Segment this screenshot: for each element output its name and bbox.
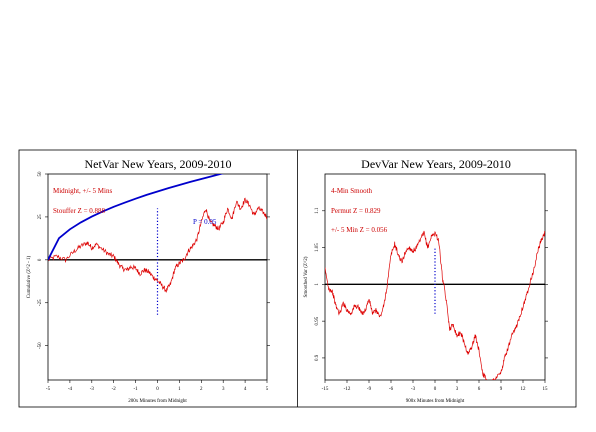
netvar-y-tick-label: 50 [38, 171, 43, 177]
netvar-annotation: P = 0.05 [193, 218, 217, 226]
netvar-data-layer [48, 174, 267, 315]
devvar-x-tick-label: 3 [456, 387, 459, 392]
netvar-x-tick-label: 1 [178, 387, 181, 392]
devvar-x-tick-label: -12 [344, 387, 351, 392]
netvar-title: NetVar New Years, 2009-2010 [85, 157, 232, 171]
netvar-annotation: Stouffer Z = 0.888 [53, 207, 106, 215]
devvar-annotation: +/- 5 Min Z = 0.056 [331, 226, 388, 234]
devvar-y-axis-label: Smoothed Var (Z^2) [304, 256, 309, 297]
netvar-x-tick-label: 5 [266, 387, 269, 392]
netvar-annotation: Midnight, +/- 5 Mins [53, 187, 112, 195]
devvar-x-tick-label: -6 [389, 387, 394, 392]
devvar-x-tick-label: 12 [521, 387, 527, 392]
devvar-x-tick-label: -3 [411, 387, 416, 392]
devvar-x-tick-label: 15 [543, 387, 549, 392]
netvar-x-tick-label: -3 [90, 387, 95, 392]
netvar-x-tick-label: -5 [46, 387, 51, 392]
netvar-y-tick-label: 25 [38, 214, 43, 220]
netvar-y-axis-label: Cumulative (Z^2 - 1) [27, 255, 32, 298]
netvar-series-envelope [48, 174, 225, 261]
devvar-y-tick-label: 1.05 [315, 243, 320, 252]
netvar-x-tick-label: 3 [222, 387, 225, 392]
devvar-x-tick-label: 0 [434, 387, 437, 392]
devvar-title: DevVar New Years, 2009-2010 [361, 157, 511, 171]
devvar-y-tick-label: 0.9 [315, 354, 320, 361]
devvar-series-trace [325, 230, 545, 380]
devvar-x-tick-label: 6 [478, 387, 481, 392]
netvar-x-tick-label: -1 [134, 387, 139, 392]
devvar-x-tick-label: -9 [367, 387, 372, 392]
netvar-series-trace [48, 197, 267, 293]
devvar-x-axis-label: 900x Minutes from Midnight [406, 399, 465, 404]
netvar-x-tick-label: 4 [244, 387, 247, 392]
netvar-x-tick-label: 2 [200, 387, 203, 392]
netvar-x-axis-label: 200x Minutes from Midnight [128, 399, 187, 404]
devvar-y-tick-label: 0.95 [315, 316, 320, 325]
netvar-panel: NetVar New Years, 2009-2010 -5 -4 -3 -2 -1 0 1 2… [27, 157, 270, 404]
devvar-y-tick-label: 1 [315, 283, 320, 286]
devvar-annotation: 4-Min Smooth [331, 187, 373, 195]
netvar-y-tick-label: 0 [38, 258, 43, 261]
netvar-x-tick-label: -2 [112, 387, 117, 392]
netvar-plot-frame [47, 173, 268, 381]
netvar-y-tick-label: -50 [38, 342, 43, 349]
devvar-x-tick-label: 9 [500, 387, 503, 392]
devvar-plot-frame [324, 173, 546, 381]
devvar-panel: DevVar New Years, 2009-2010 -15 -12 -9 -6 -3 0… [304, 157, 548, 404]
devvar-annotation: Permut Z = 0.829 [331, 207, 381, 215]
devvar-data-layer [325, 230, 545, 380]
netvar-y-tick-label: -25 [38, 299, 43, 306]
devvar-y-tick-label: 1.1 [315, 207, 320, 214]
netvar-x-tick-label: -4 [68, 387, 73, 392]
devvar-x-tick-label: -15 [322, 387, 329, 392]
netvar-x-tick-label: 0 [156, 387, 159, 392]
